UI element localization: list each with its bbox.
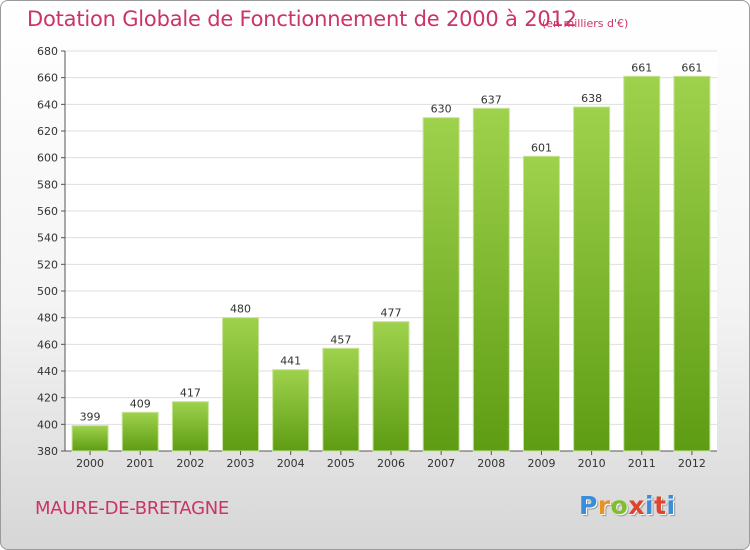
y-tick-label: 400: [37, 418, 58, 431]
logo-letter: t: [654, 491, 667, 520]
logo-letter: P: [579, 491, 598, 520]
y-tick-label: 380: [37, 445, 58, 458]
data-label-2001: 409: [130, 397, 151, 410]
y-tick-label: 600: [37, 152, 58, 165]
x-tick-label-2004: 2004: [277, 457, 305, 470]
logo-letter: r: [597, 491, 611, 520]
x-tick-label-2003: 2003: [227, 457, 255, 470]
y-tick-label: 500: [37, 285, 58, 298]
x-tick-label-2011: 2011: [628, 457, 656, 470]
y-tick-label: 420: [37, 392, 58, 405]
x-tick-label-2000: 2000: [76, 457, 104, 470]
y-tick-label: 560: [37, 205, 58, 218]
logo-letter: o: [610, 491, 629, 520]
data-label-2007: 630: [431, 103, 452, 116]
commune-name: MAURE-DE-BRETAGNE: [35, 498, 229, 519]
data-label-2002: 417: [180, 387, 201, 400]
bar-2007: [422, 117, 460, 452]
bar-2004: [272, 369, 310, 452]
x-tick-label-2010: 2010: [578, 457, 606, 470]
bar-2009: [522, 155, 560, 452]
bar-2001: [121, 411, 159, 452]
bar-2012: [673, 75, 711, 452]
data-label-2004: 441: [280, 355, 301, 368]
x-tick-label-2007: 2007: [427, 457, 455, 470]
bar-2008: [472, 107, 510, 452]
x-tick-label-2012: 2012: [678, 457, 706, 470]
data-label-2000: 399: [80, 411, 101, 424]
y-tick-label: 540: [37, 232, 58, 245]
data-label-2006: 477: [381, 307, 402, 320]
bar-2003: [222, 317, 260, 452]
y-tick-label: 460: [37, 338, 58, 351]
y-tick-label: 520: [37, 258, 58, 271]
y-tick-label: 620: [37, 125, 58, 138]
chart-title: Dotation Globale de Fonctionnement de 20…: [27, 7, 577, 31]
bar-2010: [573, 106, 611, 452]
bar-2011: [623, 75, 661, 452]
proxiti-logo: Proxiti: [579, 491, 676, 520]
logo-letter: i: [645, 491, 655, 520]
logo-letter: i: [666, 491, 676, 520]
chart-subtitle: (en milliers d'€): [542, 17, 629, 30]
y-tick-label: 440: [37, 365, 58, 378]
data-label-2008: 637: [481, 93, 502, 106]
data-label-2011: 661: [631, 61, 652, 74]
data-label-2010: 638: [581, 92, 602, 105]
y-tick-label: 640: [37, 98, 58, 111]
bar-2005: [322, 347, 360, 452]
x-tick-label-2001: 2001: [126, 457, 154, 470]
data-label-2005: 457: [330, 333, 351, 346]
logo-letter: x: [628, 491, 645, 520]
x-tick-label-2008: 2008: [477, 457, 505, 470]
data-label-2003: 480: [230, 303, 251, 316]
x-tick-label-2002: 2002: [176, 457, 204, 470]
bar-2000: [71, 425, 109, 452]
bar-2002: [171, 401, 209, 452]
y-tick-label: 660: [37, 72, 58, 85]
y-tick-label: 580: [37, 178, 58, 191]
data-label-2009: 601: [531, 141, 552, 154]
x-tick-label-2009: 2009: [527, 457, 555, 470]
y-tick-label: 680: [37, 45, 58, 58]
y-tick-label: 480: [37, 312, 58, 325]
x-tick-label-2005: 2005: [327, 457, 355, 470]
data-label-2012: 661: [681, 61, 702, 74]
bar-2006: [372, 321, 410, 452]
x-tick-label-2006: 2006: [377, 457, 405, 470]
